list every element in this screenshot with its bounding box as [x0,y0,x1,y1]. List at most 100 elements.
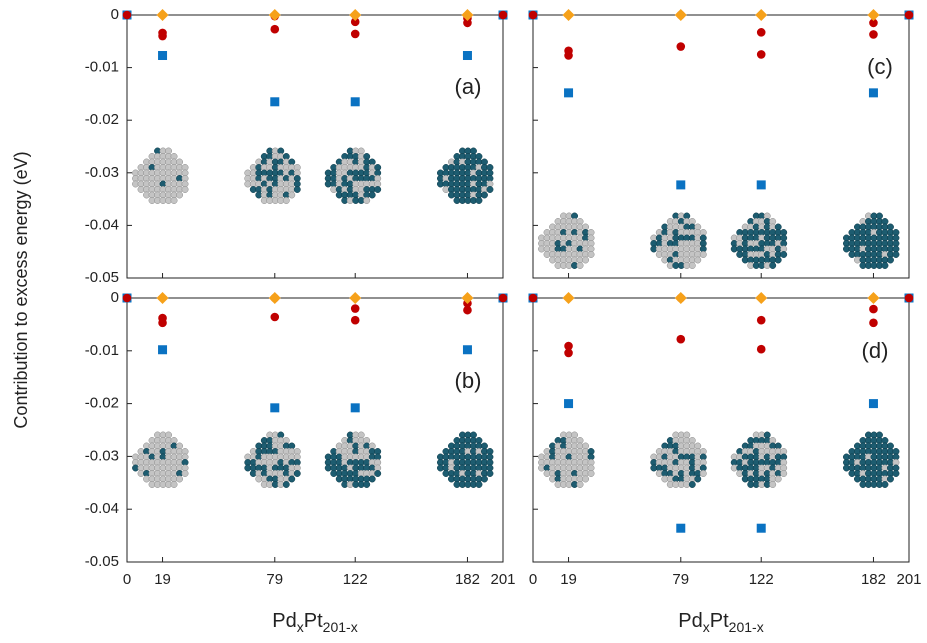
circle-marker [869,318,878,328]
diamond-marker [268,9,281,21]
atom [170,197,178,204]
plot-frame [126,297,504,563]
nanoparticle-image [843,431,900,488]
square-marker [756,180,766,190]
diamond-marker [461,292,474,304]
circle-marker [676,42,686,51]
atom [694,256,702,264]
atom [374,470,382,477]
circle-marker [350,315,360,325]
y-tick-label: -0.04 [85,216,119,233]
diamond-marker [461,9,474,21]
circle-marker [756,28,766,37]
square-marker [564,399,574,409]
nanoparticle-image [538,431,595,488]
nanoparticle-image [244,147,301,204]
diamond-marker [755,9,768,21]
x-tick-label: 201 [490,571,515,588]
nanoparticle-image [650,431,707,488]
x-axis-title-subscript: 201-x [729,619,764,635]
atom [293,186,301,193]
atom [774,256,782,264]
atom [699,470,707,477]
atom [881,262,889,269]
circle-marker [158,318,167,328]
x-tick-label: 79 [266,571,283,588]
x-axis-title-text: Pd [678,610,702,632]
diamond-marker [156,292,169,304]
nanoparticle-image [244,431,301,488]
atom [688,262,696,269]
circle-marker [270,312,280,322]
atom [282,197,290,204]
circle-marker [463,305,472,315]
nanoparticle-image [843,212,900,269]
diamond-marker [562,9,575,21]
circle-marker [676,334,686,344]
y-tick-label: -0.05 [85,553,119,570]
x-axis-title-subscript: x [297,619,304,635]
x-tick-label: 182 [861,571,886,588]
atom [587,251,595,258]
circle-marker [528,10,538,20]
nanoparticle-image [324,147,382,204]
diamond-marker [349,292,362,304]
x-axis-title-subscript: x [703,619,710,635]
x-tick-label: 122 [343,571,368,588]
atom [293,470,301,477]
x-tick-label: 182 [455,571,480,588]
square-marker [868,399,878,409]
circle-marker [158,31,167,41]
atom [475,481,483,488]
circle-marker [564,348,573,358]
y-tick-label: -0.03 [85,164,119,181]
square-marker [462,51,472,61]
panel-label: (d) [862,338,889,363]
circle-marker [463,18,472,28]
atom [780,470,788,477]
atom [176,475,183,483]
diamond-marker [349,9,362,21]
atom [769,481,777,488]
atom [576,262,584,269]
nanoparticle-image [437,431,494,488]
atom [769,262,777,269]
diamond-marker [755,292,768,304]
diamond-marker [562,292,575,304]
atom [368,191,376,199]
atom [699,251,707,258]
x-axis-title: PdxPt201-x [678,610,763,634]
atom [780,251,788,258]
circle-marker [270,24,280,34]
circle-marker [564,341,573,351]
atom [481,191,488,199]
panel-label: (a) [455,74,482,99]
square-marker [564,88,574,98]
diamond-marker [674,292,687,304]
nanoparticle-image [538,212,595,269]
circle-marker [350,29,360,39]
square-marker [350,97,360,107]
atom [368,475,376,483]
nanoparticle-image [132,431,189,488]
atom [282,481,290,488]
plot-frame [532,297,910,563]
square-marker [676,180,686,190]
atom [887,475,894,483]
square-marker [158,51,168,61]
y-tick-label: -0.01 [85,59,119,76]
y-tick-label: -0.01 [85,342,119,359]
diamond-marker [867,9,880,21]
atom [170,481,178,488]
plot-frame [126,14,504,279]
circle-marker [350,17,360,27]
atom [486,470,494,477]
nanoparticle-image [650,212,707,269]
panel-label: (c) [867,54,893,79]
x-tick-label: 201 [896,571,921,588]
diamond-marker [674,9,687,21]
circle-marker [122,10,132,20]
x-tick-label: 19 [154,571,171,588]
circle-marker [498,10,508,20]
